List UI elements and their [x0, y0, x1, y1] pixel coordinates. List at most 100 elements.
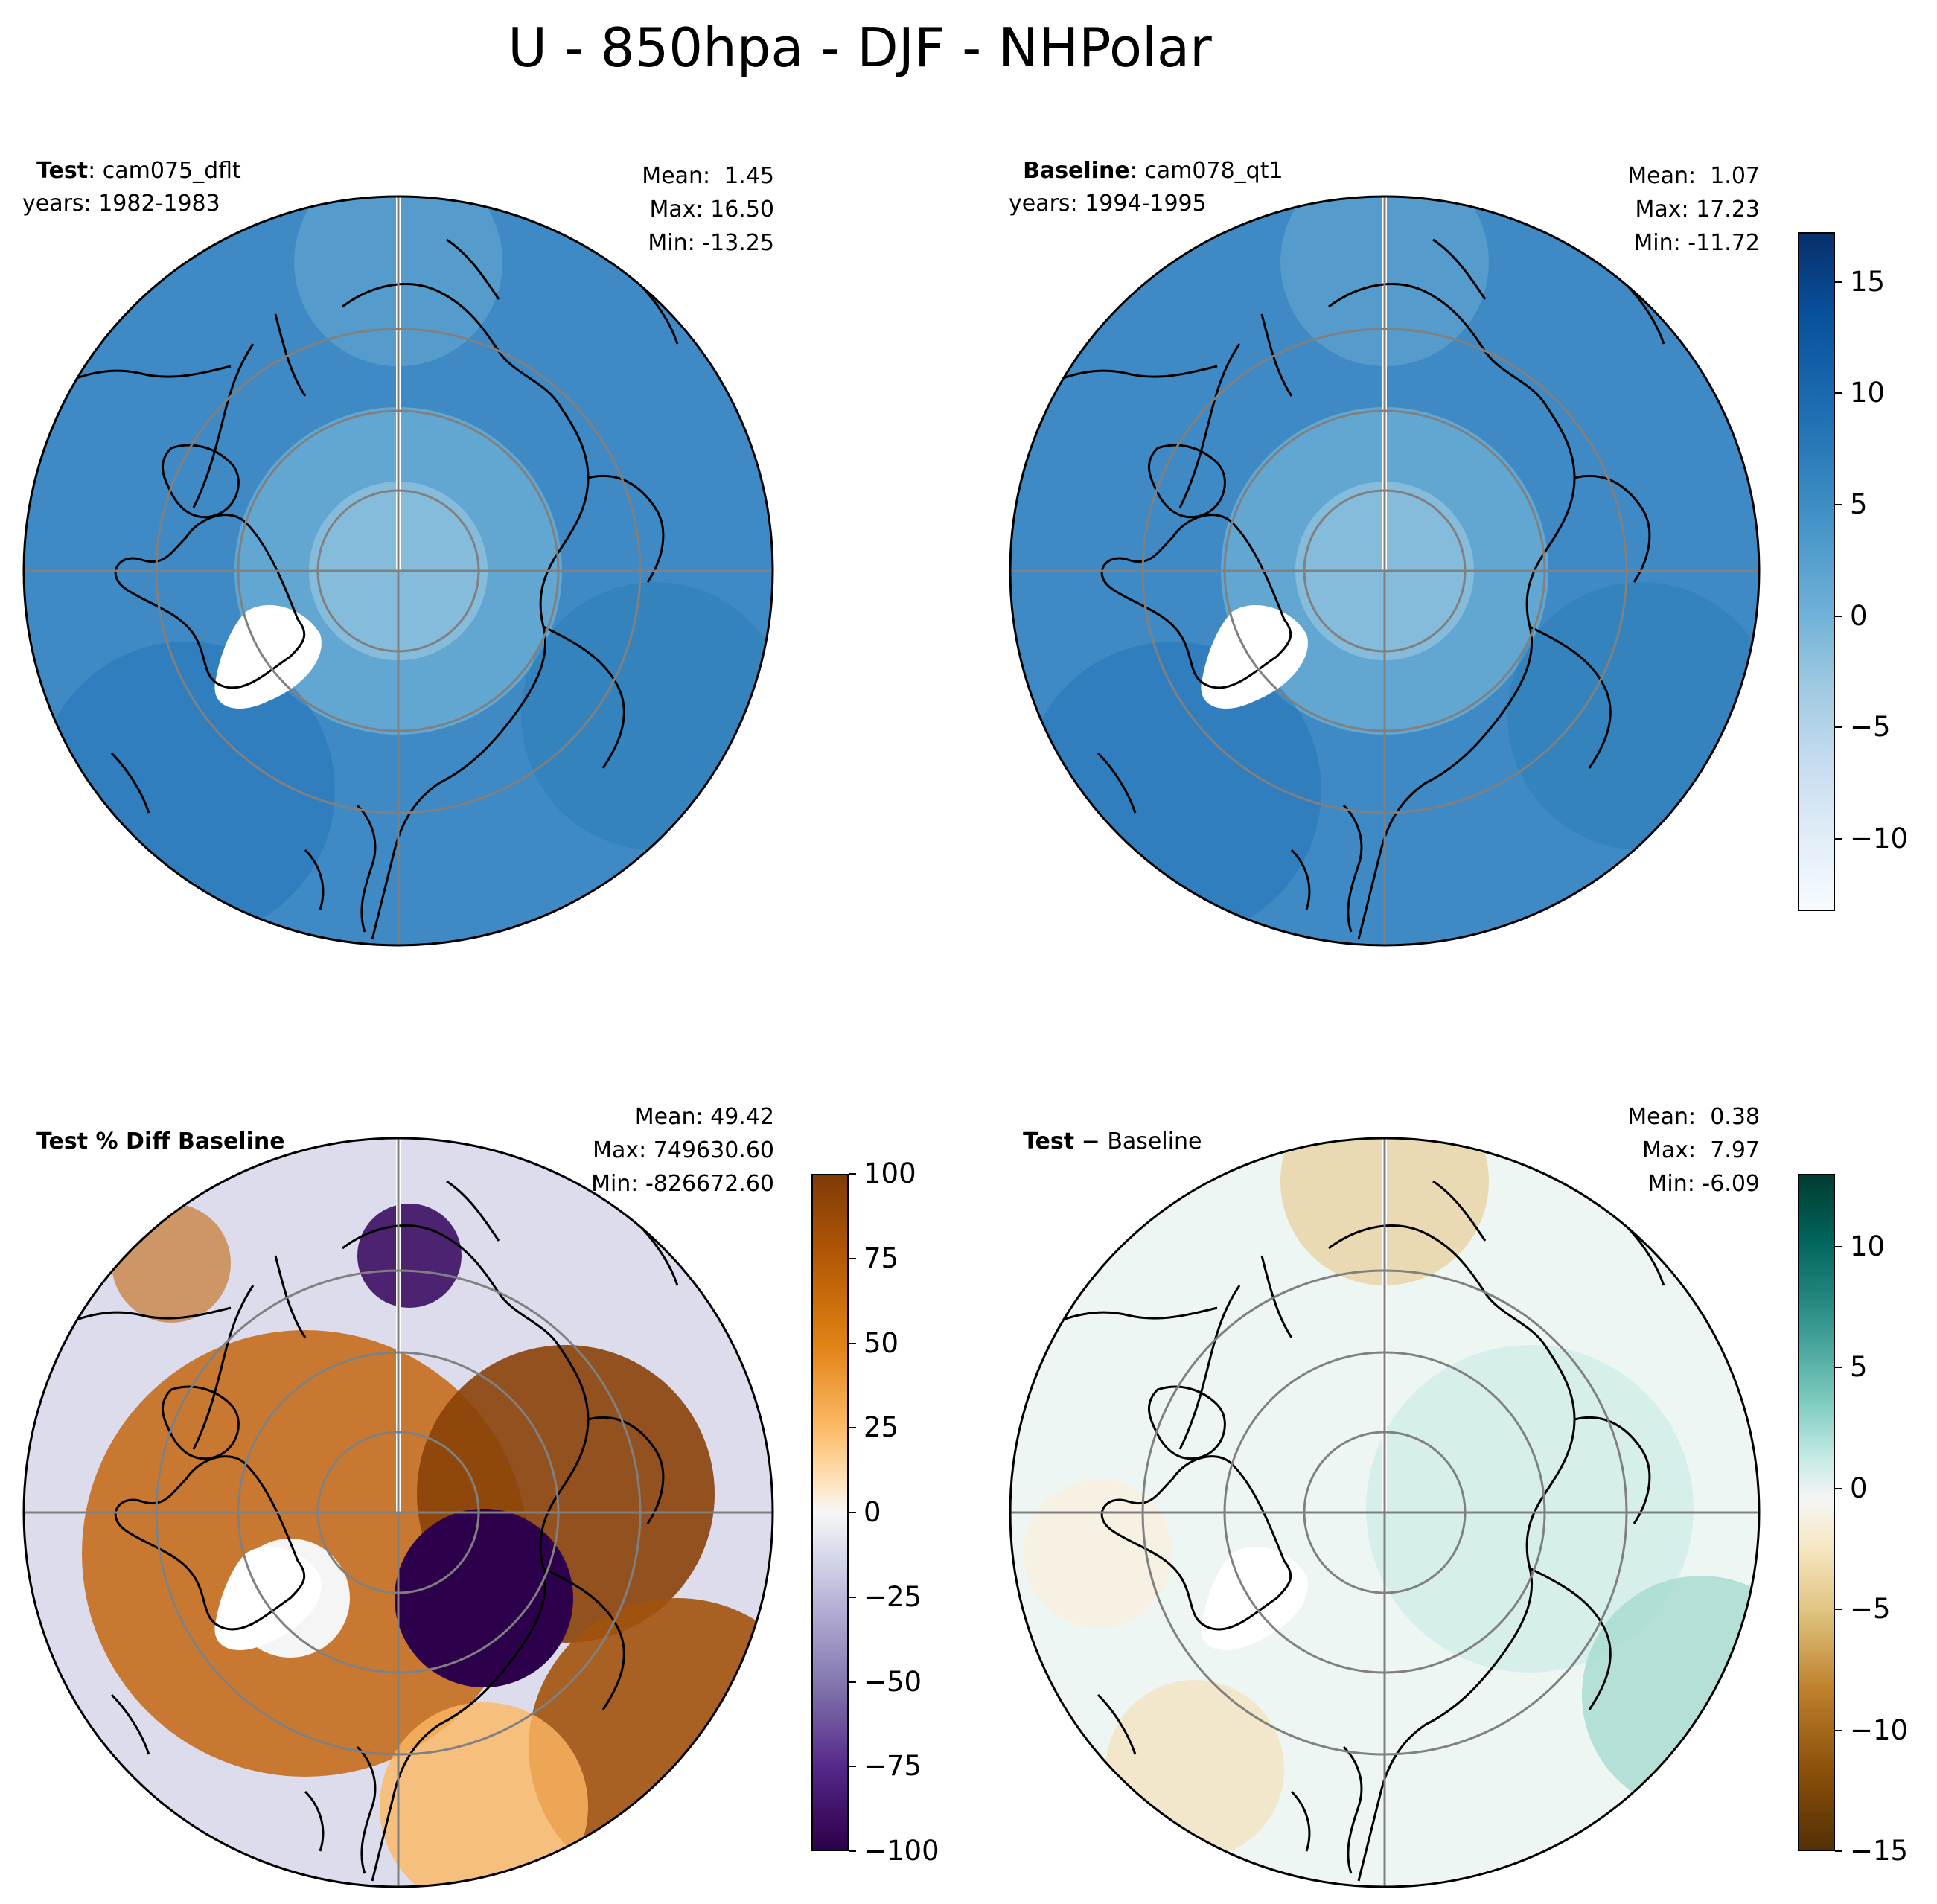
pctdiff-colorbar-tick: 50	[849, 1326, 899, 1359]
pctdiff-min: Min: -826672.60	[591, 1171, 774, 1197]
pctdiff-colorbar-tick-label: −50	[864, 1665, 922, 1698]
coastline	[1100, 514, 1292, 689]
field-patch	[112, 1204, 231, 1323]
baseline-years: years: 1994-1995	[1009, 191, 1207, 217]
top-colorbar-tick: 5	[1835, 488, 1868, 520]
diff-colorbar-gradient	[1798, 1174, 1835, 1851]
field-patch	[380, 1702, 588, 1887]
pctdiff-colorbar-tick-label: 75	[864, 1242, 899, 1274]
baseline-label-bold: Baseline	[1023, 158, 1130, 184]
pctdiff-colorbar-tick-label: −75	[864, 1750, 922, 1783]
coastline	[1178, 1255, 1293, 1450]
diff-label-bold: Test	[1023, 1128, 1075, 1154]
baseline-min: Min: -11.72	[1633, 230, 1760, 256]
diff-max: Max: 7.97	[1642, 1137, 1760, 1163]
pctdiff-colorbar-tick: −50	[849, 1667, 922, 1697]
missing-data-region	[214, 605, 322, 709]
top-colorbar-tick: 0	[1835, 601, 1868, 631]
coastline	[1290, 804, 1363, 933]
pctdiff-colorbar-tick: −100	[849, 1836, 939, 1866]
test-max: Max: 16.50	[649, 197, 774, 223]
pctdiff-colorbar-tick: 75	[849, 1242, 899, 1274]
top-colorbar-tick: −5	[1835, 712, 1891, 742]
top-colorbar-tick-label: 10	[1850, 377, 1886, 409]
coastline	[304, 804, 377, 933]
pctdiff-colorbar-tick-label: 50	[864, 1326, 899, 1359]
field-patch	[1024, 1479, 1172, 1628]
test-panel-label: Test: cam075_dflt years: 1982-1983	[22, 122, 241, 220]
pctdiff-colorbar-tick: −75	[849, 1751, 922, 1781]
field-patch	[521, 582, 773, 850]
baseline-max: Max: 17.23	[1635, 197, 1760, 223]
baseline-mean: Mean: 1.07	[1627, 163, 1760, 189]
coastline	[114, 1455, 306, 1631]
diff-colorbar-tick-label: −5	[1850, 1593, 1891, 1625]
pctdiff-polar-map	[22, 1137, 774, 1888]
pctdiff-label-bold: Test % Diff Baseline	[36, 1128, 285, 1154]
top-colorbar-gradient	[1798, 232, 1835, 911]
test-years: years: 1982-1983	[22, 191, 220, 217]
diff-stats: Mean: 0.38 Max: 7.97 Min: -6.09	[1627, 1033, 1760, 1234]
field-patch	[395, 1509, 573, 1687]
map-boundary	[22, 1137, 774, 1888]
diff-colorbar-tick: 5	[1835, 1352, 1868, 1382]
baseline-polar-map	[1009, 195, 1761, 947]
diff-colorbar-tick-label: 0	[1850, 1472, 1868, 1504]
pctdiff-colorbar-tick-label: −100	[864, 1835, 939, 1867]
top-colorbar-tick: −10	[1835, 822, 1909, 854]
pctdiff-max: Max: 749630.60	[593, 1137, 774, 1163]
diff-mean: Mean: 0.38	[1627, 1104, 1760, 1130]
missing-data-region	[1201, 605, 1308, 709]
field-patch	[1507, 582, 1759, 850]
field-patch	[1105, 1680, 1284, 1859]
coastline	[543, 474, 665, 769]
coastline	[1147, 444, 1226, 519]
coastline	[1178, 313, 1293, 508]
pctdiff-colorbar-tick-label: 0	[864, 1496, 881, 1528]
pctdiff-colorbar-tick: 100	[849, 1159, 916, 1189]
top-colorbar-tick-label: −5	[1850, 711, 1891, 744]
diff-colorbar-tick: −5	[1835, 1594, 1891, 1624]
diff-panel-label: Test − Baseline	[1009, 1093, 1202, 1158]
top-colorbar-tick-label: 0	[1850, 599, 1868, 632]
baseline-panel-label: Baseline: cam078_qt1 years: 1994-1995	[1009, 122, 1283, 220]
coastline	[114, 514, 306, 689]
diff-label-minus: − Baseline	[1074, 1128, 1202, 1154]
test-label-case: : cam075_dflt	[88, 158, 241, 184]
baseline-stats: Mean: 1.07 Max: 17.23 Min: -11.72	[1627, 92, 1760, 293]
coastline	[192, 1255, 307, 1450]
test-polar-map	[22, 195, 774, 947]
top-colorbar-tick: 10	[1835, 378, 1885, 408]
diff-colorbar-tick-label: −10	[1850, 1713, 1909, 1746]
coastline	[192, 313, 307, 508]
diff-polar-map	[1009, 1137, 1761, 1888]
pctdiff-colorbar-gradient	[811, 1174, 849, 1851]
coastline	[1100, 1455, 1292, 1631]
pctdiff-colorbar-tick: 0	[849, 1498, 881, 1527]
pctdiff-colorbar-tick-label: −25	[864, 1580, 922, 1613]
field-patch	[529, 1598, 773, 1887]
diff-colorbar-tick: 10	[1835, 1230, 1886, 1262]
top-colorbar-tick: 15	[1835, 266, 1885, 297]
diff-colorbar-tick-label: 10	[1850, 1230, 1886, 1262]
map-boundary	[1009, 1137, 1761, 1888]
diff-min: Min: -6.09	[1647, 1171, 1761, 1197]
test-stats: Mean: 1.45 Max: 16.50 Min: -13.25	[642, 92, 774, 293]
coastline	[1529, 474, 1651, 769]
pctdiff-colorbar-tick: 25	[849, 1413, 899, 1443]
coastline	[304, 1745, 377, 1874]
test-min: Min: -13.25	[648, 230, 774, 256]
field-patch	[1582, 1576, 1759, 1814]
baseline-label-case: : cam078_qt1	[1129, 158, 1283, 184]
coastline	[161, 1385, 240, 1460]
pctdiff-stats: Mean: 49.42 Max: 749630.60 Min: -826672.60	[591, 1033, 774, 1234]
map-boundary	[1009, 195, 1761, 947]
top-colorbar-tick-label: 5	[1850, 488, 1868, 520]
coastline	[161, 444, 240, 519]
diff-colorbar-tick: −10	[1835, 1713, 1909, 1746]
coastline	[1290, 1745, 1363, 1874]
top-colorbar-tick-label: −10	[1850, 822, 1909, 854]
pctdiff-colorbar-tick: −25	[849, 1582, 922, 1612]
pctdiff-colorbar-tick-label: 100	[864, 1157, 916, 1189]
pctdiff-mean: Mean: 49.42	[634, 1104, 774, 1130]
